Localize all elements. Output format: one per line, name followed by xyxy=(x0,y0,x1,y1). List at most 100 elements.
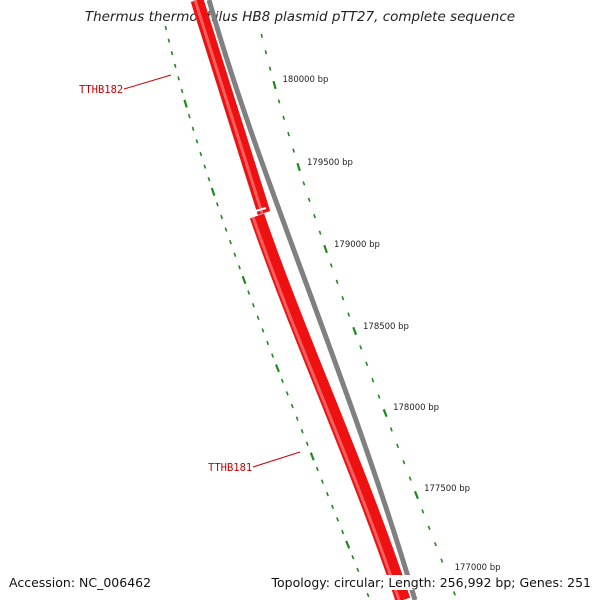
tthb181-leader-line xyxy=(252,451,301,468)
gene-boundary-notch xyxy=(251,207,267,213)
outer-minor-tick xyxy=(389,427,393,432)
outer-minor-tick xyxy=(292,148,295,153)
inner-minor-tick xyxy=(261,328,265,333)
outer-minor-tick xyxy=(452,591,456,596)
outer-minor-tick xyxy=(260,33,263,38)
outer-minor-tick xyxy=(359,345,363,350)
inner-minor-tick xyxy=(325,492,329,497)
backbone-arc xyxy=(206,0,418,600)
inner-minor-tick xyxy=(180,88,184,94)
inner-minor-tick xyxy=(295,416,299,421)
inner-minor-tick xyxy=(207,177,211,182)
outer-minor-tick xyxy=(302,181,306,186)
inner-minor-tick xyxy=(170,51,174,56)
inner-major-tick xyxy=(210,187,216,196)
inner-minor-tick xyxy=(187,114,191,119)
inner-major-tick xyxy=(274,364,280,373)
gene-tthb182-arrow[interactable] xyxy=(190,0,271,215)
tick-label: 177500 bp xyxy=(424,484,470,494)
inner-tick-marks xyxy=(164,25,370,598)
outer-major-tick xyxy=(272,80,277,90)
outer-minor-tick xyxy=(307,197,311,202)
tthb182-label[interactable]: TTHB182 xyxy=(79,84,123,96)
outer-minor-tick xyxy=(318,230,322,235)
inner-minor-tick xyxy=(315,466,319,472)
inner-minor-tick xyxy=(256,315,260,320)
inner-minor-tick xyxy=(356,567,360,572)
outer-minor-tick xyxy=(408,476,412,481)
inner-major-tick xyxy=(241,275,247,285)
map-title: Thermus thermophilus HB8 plasmid pTT27, … xyxy=(84,9,516,25)
outer-minor-tick xyxy=(287,132,290,137)
outer-major-tick xyxy=(413,490,419,500)
inner-minor-tick xyxy=(167,38,171,43)
tick-label: 178500 bp xyxy=(363,322,409,332)
outer-minor-tick xyxy=(433,542,437,547)
inner-minor-tick xyxy=(320,479,324,484)
inner-major-tick xyxy=(183,99,188,108)
tick-label: 180000 bp xyxy=(283,75,329,85)
inner-minor-tick xyxy=(238,265,241,270)
outer-minor-tick xyxy=(365,361,369,366)
tick-labels: 180000 bp 179500 bp 179000 bp 178500 bp 1780… xyxy=(283,75,501,573)
inner-minor-tick xyxy=(300,429,304,434)
inner-minor-tick xyxy=(203,164,207,169)
tick-label: 177000 bp xyxy=(455,563,501,573)
inner-minor-tick xyxy=(285,391,289,396)
outer-minor-tick xyxy=(264,50,268,55)
inner-minor-tick xyxy=(215,202,219,207)
outer-minor-tick xyxy=(421,509,425,514)
inner-minor-tick xyxy=(266,340,270,346)
inner-major-tick xyxy=(309,452,315,461)
outer-minor-tick xyxy=(440,558,444,563)
inner-minor-tick xyxy=(247,290,251,295)
outer-major-tick xyxy=(382,408,388,418)
inner-minor-tick xyxy=(280,378,284,383)
outer-minor-tick xyxy=(277,99,281,104)
outer-minor-tick xyxy=(313,214,316,219)
inner-minor-tick xyxy=(177,76,180,81)
inner-minor-tick xyxy=(290,403,294,409)
inner-minor-tick xyxy=(251,303,255,308)
inner-minor-tick xyxy=(336,517,340,522)
gene-tthb181-arrow[interactable] xyxy=(249,213,411,600)
inner-major-tick xyxy=(345,540,351,549)
inner-minor-tick xyxy=(271,353,275,358)
outer-major-tick xyxy=(323,244,328,254)
outer-minor-tick xyxy=(377,394,381,399)
inner-minor-tick xyxy=(164,25,168,31)
inner-minor-tick xyxy=(331,504,335,509)
accession-text: Accession: NC_006462 xyxy=(7,575,154,590)
outer-minor-tick xyxy=(341,296,345,301)
outer-minor-tick xyxy=(347,312,351,317)
outer-tick-marks xyxy=(260,33,456,596)
inner-minor-tick xyxy=(195,139,199,144)
tthb181-label[interactable]: TTHB181 xyxy=(208,462,252,474)
inner-minor-tick xyxy=(366,592,370,598)
tick-label: 178000 bp xyxy=(393,403,439,413)
outer-minor-tick xyxy=(396,443,400,448)
inner-minor-tick xyxy=(229,240,232,245)
outer-minor-tick xyxy=(282,115,286,120)
outer-minor-tick xyxy=(402,460,406,465)
tthb182-leader-line xyxy=(123,74,172,90)
outer-minor-tick xyxy=(335,279,339,284)
inner-minor-tick xyxy=(173,63,177,68)
outer-major-tick xyxy=(352,326,358,336)
sequence-summary-text: Topology: circular; Length: 256,992 bp; … xyxy=(269,575,593,590)
inner-minor-tick xyxy=(224,227,228,232)
outer-minor-tick xyxy=(427,525,431,530)
inner-minor-tick xyxy=(351,555,355,560)
inner-minor-tick xyxy=(199,151,203,157)
inner-minor-tick xyxy=(341,529,345,535)
inner-minor-tick xyxy=(220,214,224,220)
inner-minor-tick xyxy=(305,441,309,446)
tick-label: 179500 bp xyxy=(307,158,353,168)
inner-minor-tick xyxy=(233,252,237,257)
outer-major-tick xyxy=(296,162,301,172)
outer-minor-tick xyxy=(371,378,375,383)
inner-minor-tick xyxy=(191,126,195,131)
tick-label: 179000 bp xyxy=(334,240,380,250)
